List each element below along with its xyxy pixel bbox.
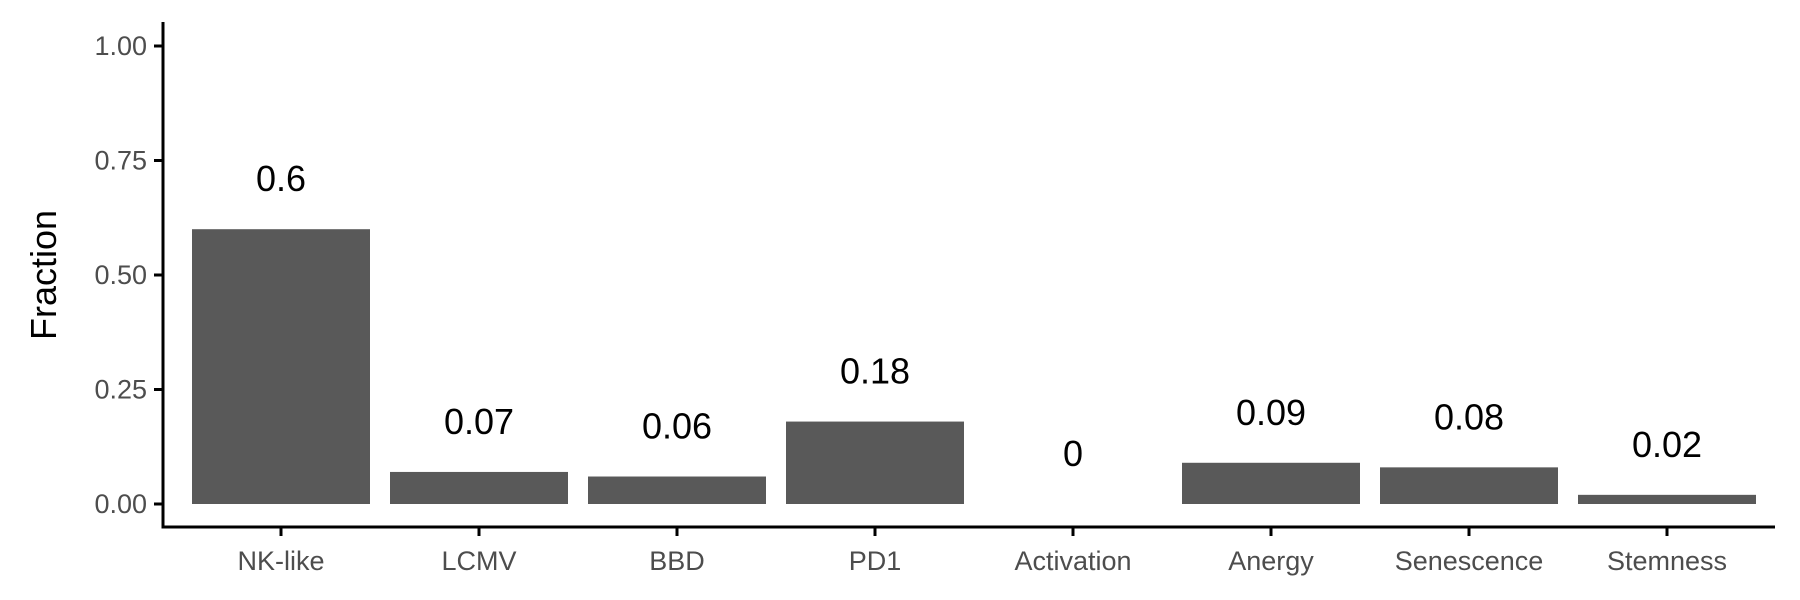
x-tick-label: Anergy: [1228, 546, 1314, 576]
y-tick-label: 0.00: [94, 489, 147, 519]
y-tick-label: 0.75: [94, 146, 147, 176]
bar-nk-like: [192, 229, 370, 504]
bars: [192, 229, 1756, 504]
x-tick-label: Stemness: [1607, 546, 1727, 576]
x-tick-label: Activation: [1014, 546, 1131, 576]
y-axis-ticks: 0.00 0.25 0.50 0.75 1.00: [94, 31, 163, 519]
x-tick-label: LCMV: [441, 546, 516, 576]
data-label: 0.6: [256, 158, 306, 199]
data-label: 0.18: [840, 351, 910, 392]
data-labels: 0.6 0.07 0.06 0.18 0 0.09 0.08 0.02: [256, 158, 1702, 474]
y-tick-label: 0.25: [94, 375, 147, 405]
bar-stemness: [1578, 494, 1756, 504]
bar-bbd: [588, 476, 766, 504]
data-label: 0.02: [1632, 424, 1702, 465]
data-label: 0.07: [444, 401, 514, 442]
x-tick-label: Senescence: [1395, 546, 1544, 576]
x-tick-label: PD1: [849, 546, 902, 576]
data-label: 0: [1063, 433, 1083, 474]
x-tick-label: NK-like: [237, 546, 324, 576]
x-axis-ticks: NK-like LCMV BBD PD1 Activation Anergy Senesce…: [237, 527, 1727, 576]
y-axis-title: Fraction: [23, 210, 64, 340]
bar-senescence: [1380, 467, 1558, 504]
x-tick-label: BBD: [649, 546, 705, 576]
data-label: 0.08: [1434, 396, 1504, 437]
data-label: 0.09: [1236, 392, 1306, 433]
bar-lcmv: [390, 471, 568, 504]
data-label: 0.06: [642, 406, 712, 447]
bar-anergy: [1182, 462, 1360, 504]
bar-pd1: [786, 421, 964, 504]
y-tick-label: 1.00: [94, 31, 147, 61]
y-tick-label: 0.50: [94, 260, 147, 290]
